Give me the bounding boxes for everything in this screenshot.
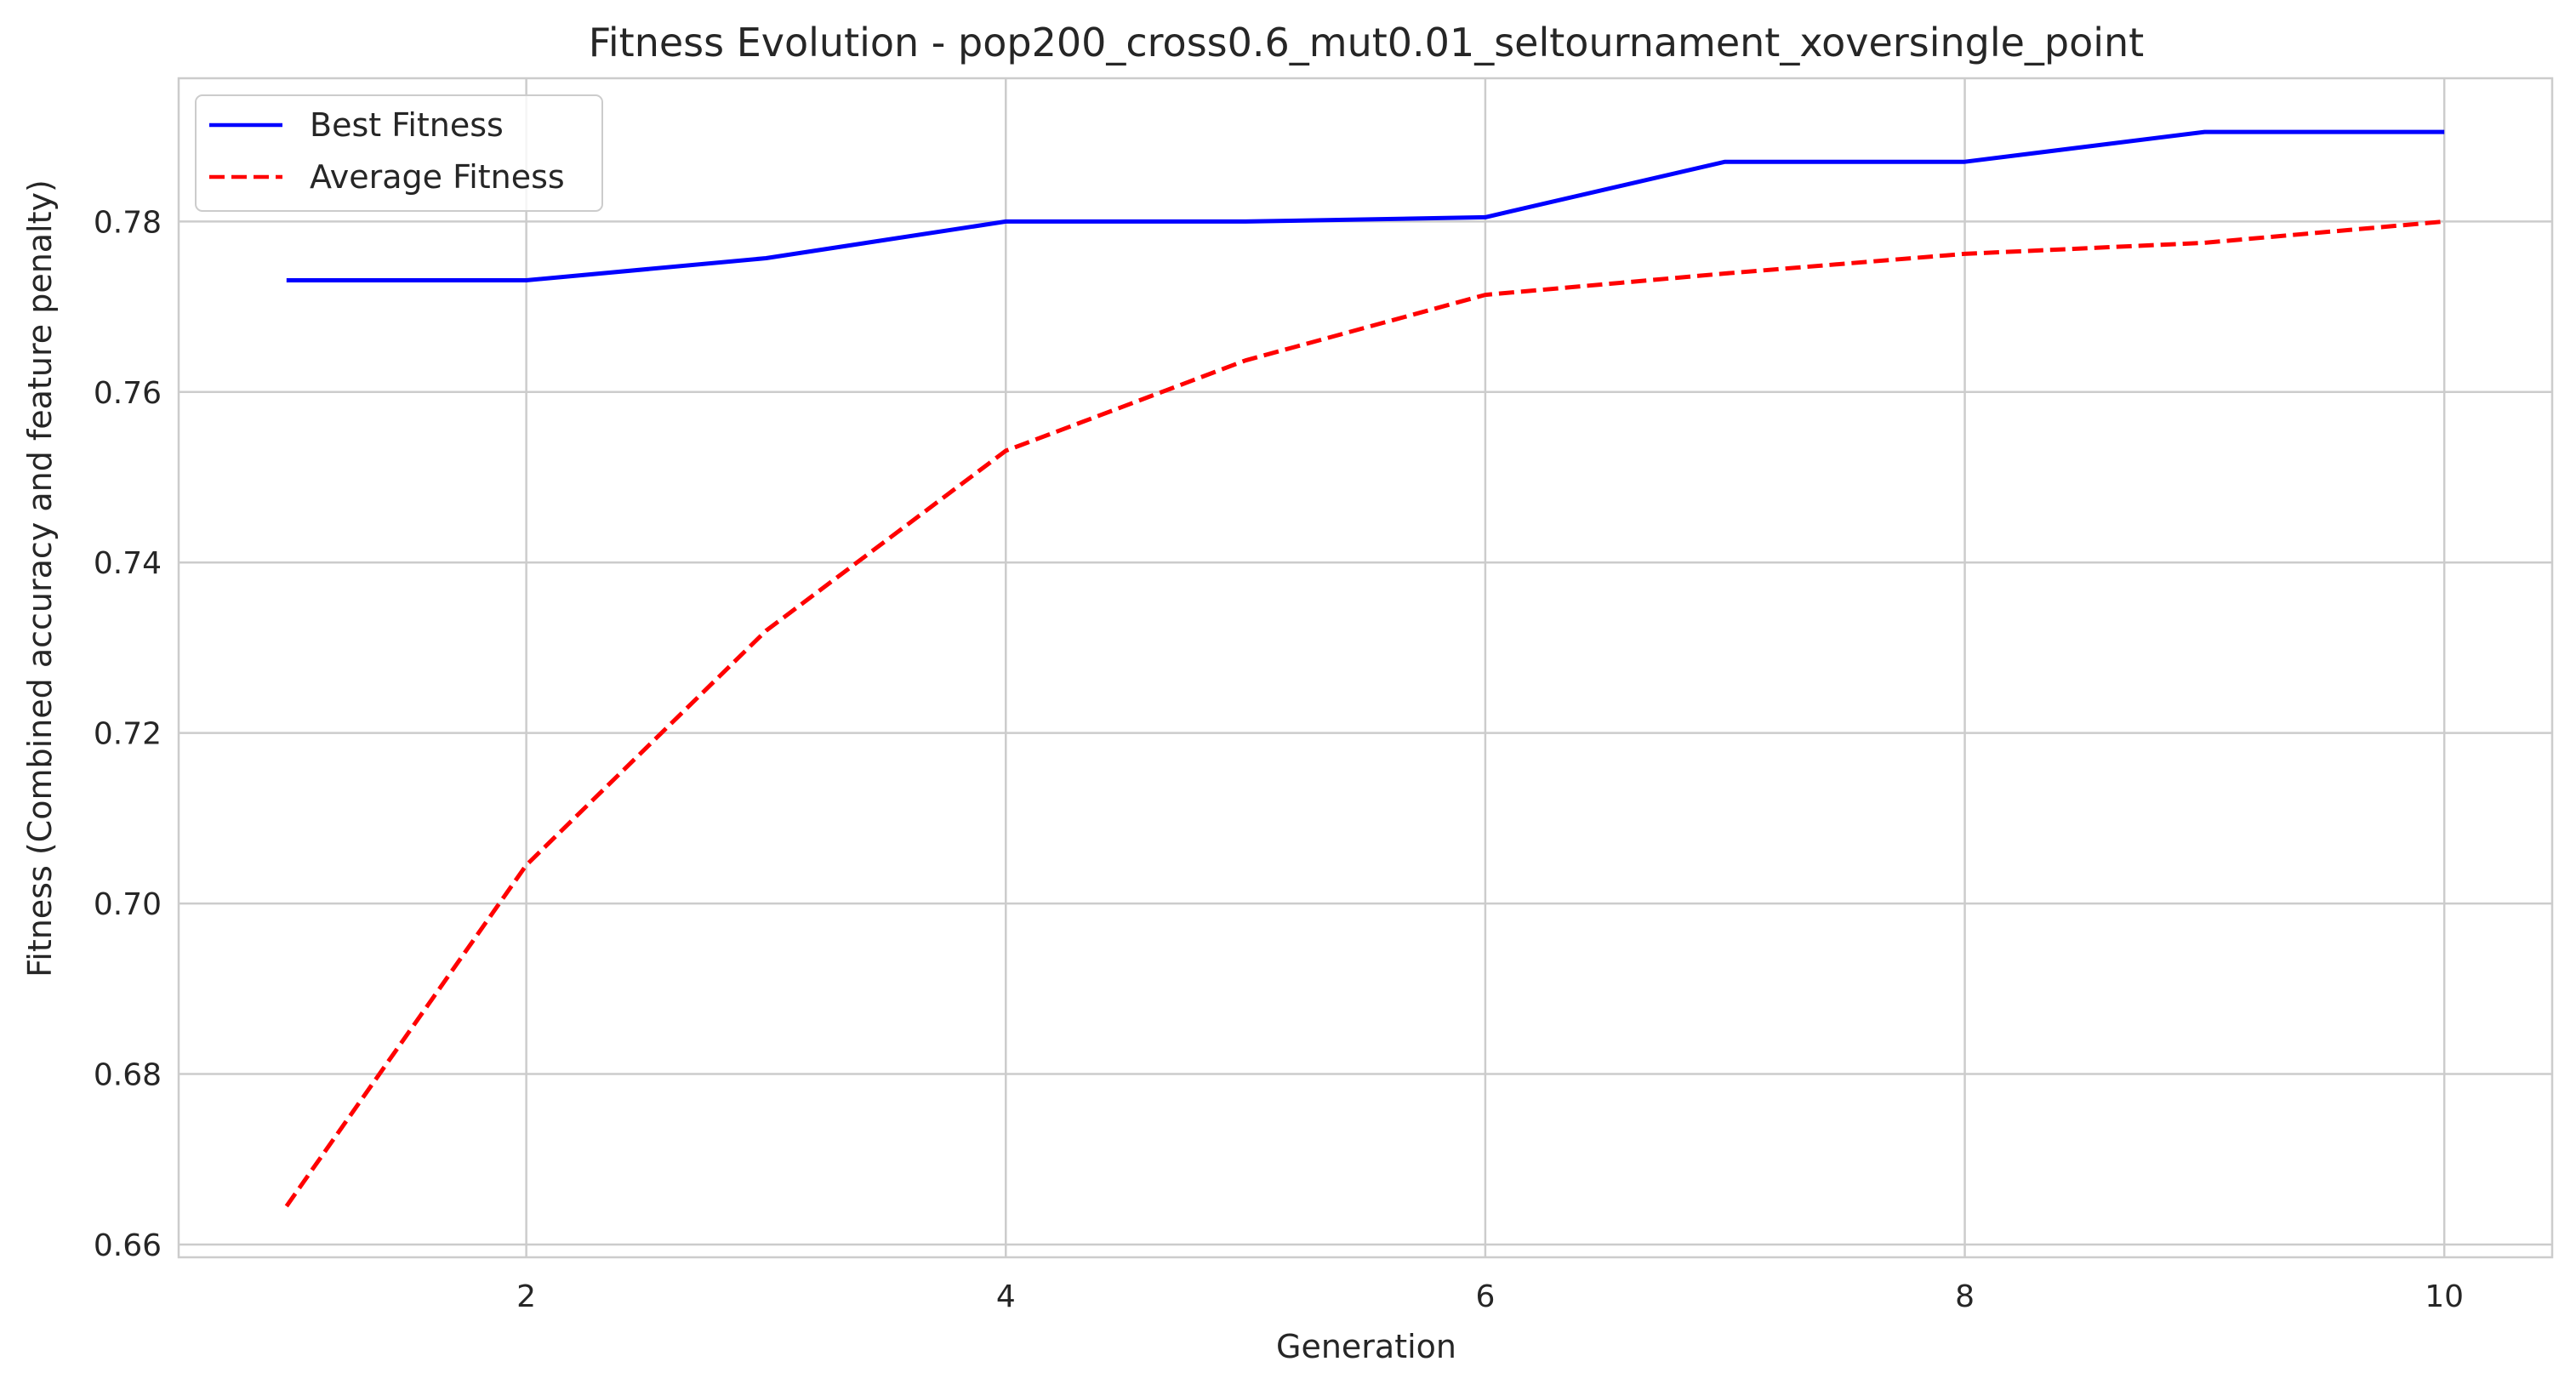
series-line-best-fitness	[286, 129, 2445, 282]
series-line-average-fitness	[284, 219, 2445, 1208]
series-layer	[284, 129, 2445, 1208]
y-tick-label: 0.66	[94, 1228, 162, 1263]
legend-label-best-fitness: Best Fitness	[310, 106, 504, 144]
x-tick-label: 2	[516, 1279, 536, 1314]
y-tick-label: 0.68	[94, 1058, 162, 1093]
grid	[179, 78, 2552, 1257]
legend-box	[195, 94, 603, 212]
y-tick-label: 0.76	[94, 376, 162, 411]
chart-title: Fitness Evolution - pop200_cross0.6_mut0…	[589, 20, 2144, 66]
plot-frame	[177, 77, 2554, 1259]
y-axis-label: Fitness (Combined accuracy and feature p…	[21, 179, 59, 977]
y-tick-label: 0.78	[94, 205, 162, 240]
x-tick-label: 8	[1955, 1279, 1975, 1314]
y-tick-label: 0.74	[94, 546, 162, 581]
legend-label-average-fitness: Average Fitness	[310, 158, 565, 196]
x-tick-label: 6	[1475, 1279, 1495, 1314]
tick-labels: 2 4 6 8 10 0.66 0.68 0.70 0.72 0.74 0.76 0.78	[94, 205, 2464, 1314]
x-tick-label: 4	[996, 1279, 1016, 1314]
x-axis-label: Generation	[1276, 1328, 1456, 1365]
y-tick-label: 0.70	[94, 887, 162, 922]
y-tick-label: 0.72	[94, 717, 162, 752]
legend: Best Fitness Average Fitness	[195, 94, 603, 212]
x-tick-label: 10	[2425, 1279, 2464, 1314]
